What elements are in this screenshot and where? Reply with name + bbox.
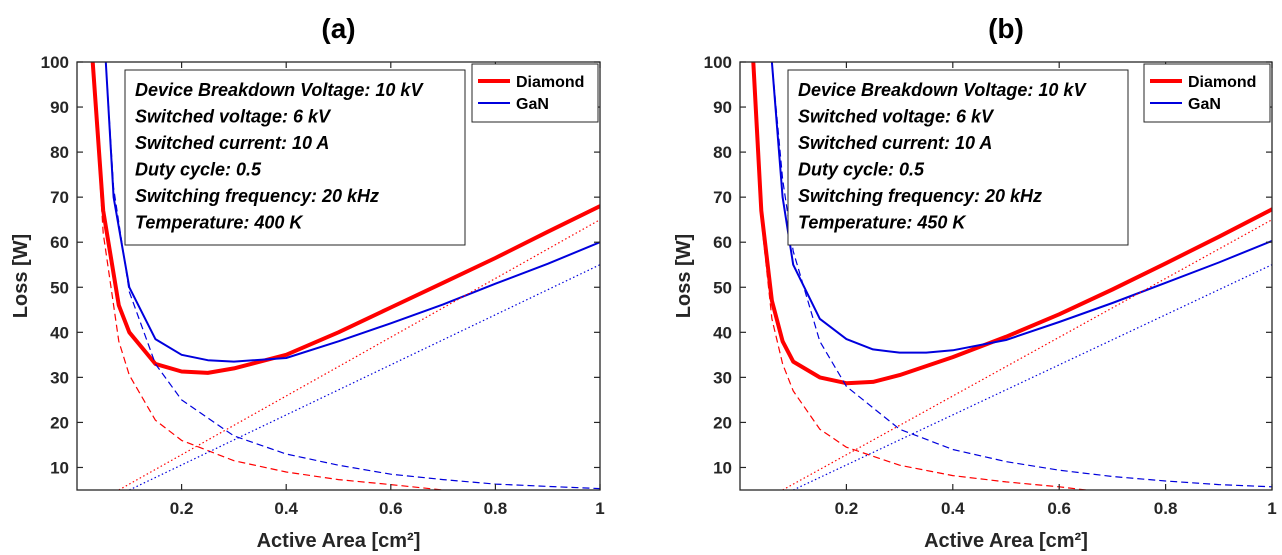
y-tick-label: 70	[50, 188, 69, 207]
y-tick-label: 90	[713, 98, 732, 117]
series-line-dotted-5	[792, 264, 1272, 490]
series-line-dashed-2	[752, 62, 1086, 490]
series-line-dotted-4	[118, 219, 600, 490]
chart-panel-a: (a) 10 20 30 40 50 60 70 80 90 100 0.2 0.4 0.6 0.8 1 Act…	[10, 13, 605, 552]
y-tick-label: 30	[50, 368, 69, 387]
legend-frame	[1143, 63, 1271, 123]
info-line: Device Breakdown Voltage: 10 kV	[798, 80, 1087, 100]
info-line: Device Breakdown Voltage: 10 kV	[135, 80, 424, 100]
info-line: Duty cycle: 0.5	[135, 160, 262, 180]
x-tick-label: 0.4	[274, 499, 298, 518]
y-tick-label: 50	[50, 278, 69, 297]
y-tick-label: 80	[50, 143, 69, 162]
y-tick-label: 100	[704, 53, 732, 72]
series-line-dotted-5	[129, 264, 600, 490]
y-tick-label: 60	[713, 233, 732, 252]
legend-label: GaN	[1188, 96, 1221, 113]
axes-frame	[76, 61, 601, 491]
y-tick-label: 90	[50, 98, 69, 117]
info-line: Switched current: 10 A	[135, 133, 329, 153]
y-tick-label: 50	[713, 278, 732, 297]
x-tick-label: 1	[1267, 499, 1276, 518]
y-tick-label: 40	[713, 323, 732, 342]
legend-label: Diamond	[1188, 74, 1256, 91]
info-line: Switched voltage: 6 kV	[135, 107, 332, 127]
x-tick-label: 0.2	[835, 499, 859, 518]
x-tick-label: 0.8	[484, 499, 508, 518]
y-tick-label: 10	[50, 458, 69, 477]
info-line: Switching frequency: 20 kHz	[798, 186, 1042, 206]
x-tick-label: 0.8	[1154, 499, 1178, 518]
info-line: Duty cycle: 0.5	[798, 160, 925, 180]
panel-title: (b)	[988, 13, 1024, 44]
x-tick-label: 0.6	[1047, 499, 1071, 518]
series-line-dashed-3	[771, 62, 1272, 488]
y-axis-label: Loss [W]	[673, 234, 695, 318]
series-line-dashed-2	[92, 62, 444, 490]
series-line-diamond	[90, 62, 600, 375]
legend-label: GaN	[516, 96, 549, 113]
series-line-diamond	[751, 62, 1272, 386]
info-box-frame	[124, 69, 466, 246]
axes-frame	[739, 61, 1273, 491]
y-tick-label: 20	[50, 413, 69, 432]
series-line-gan	[104, 62, 600, 363]
x-axis-label: Active Area [cm²]	[924, 530, 1088, 552]
y-axis-label: Loss [W]	[10, 234, 32, 318]
x-tick-label: 0.6	[379, 499, 403, 518]
info-line: Switching frequency: 20 kHz	[135, 186, 379, 206]
info-box-frame	[787, 69, 1129, 246]
y-tick-label: 20	[713, 413, 732, 432]
y-tick-label: 80	[713, 143, 732, 162]
info-line: Switched current: 10 A	[798, 133, 992, 153]
info-line: Switched voltage: 6 kV	[798, 107, 995, 127]
y-tick-label: 70	[713, 188, 732, 207]
x-tick-label: 0.4	[941, 499, 965, 518]
x-tick-label: 0.2	[170, 499, 194, 518]
legend-frame	[471, 63, 599, 123]
x-tick-label: 1	[595, 499, 604, 518]
series-line-dotted-4	[782, 219, 1272, 490]
info-line: Temperature: 450 K	[798, 213, 967, 233]
chart-panel-b: (b) 10 20 30 40 50 60 70 80 90 100 0.2 0.4 0.6 0.8 1 Act…	[673, 13, 1277, 552]
legend-label: Diamond	[516, 74, 584, 91]
info-line: Temperature: 400 K	[135, 213, 304, 233]
legend: Diamond GaN	[1143, 63, 1271, 123]
info-box: Device Breakdown Voltage: 10 kV Switched …	[787, 69, 1129, 246]
y-tick-label: 40	[50, 323, 69, 342]
y-tick-label: 10	[713, 458, 732, 477]
y-tick-label: 60	[50, 233, 69, 252]
info-box: Device Breakdown Voltage: 10 kV Switched …	[124, 69, 466, 246]
y-tick-label: 30	[713, 368, 732, 387]
legend: Diamond GaN	[471, 63, 599, 123]
x-axis-label: Active Area [cm²]	[257, 530, 421, 552]
series-group	[751, 62, 1272, 490]
panel-title: (a)	[321, 13, 355, 44]
y-tick-label: 100	[41, 53, 69, 72]
